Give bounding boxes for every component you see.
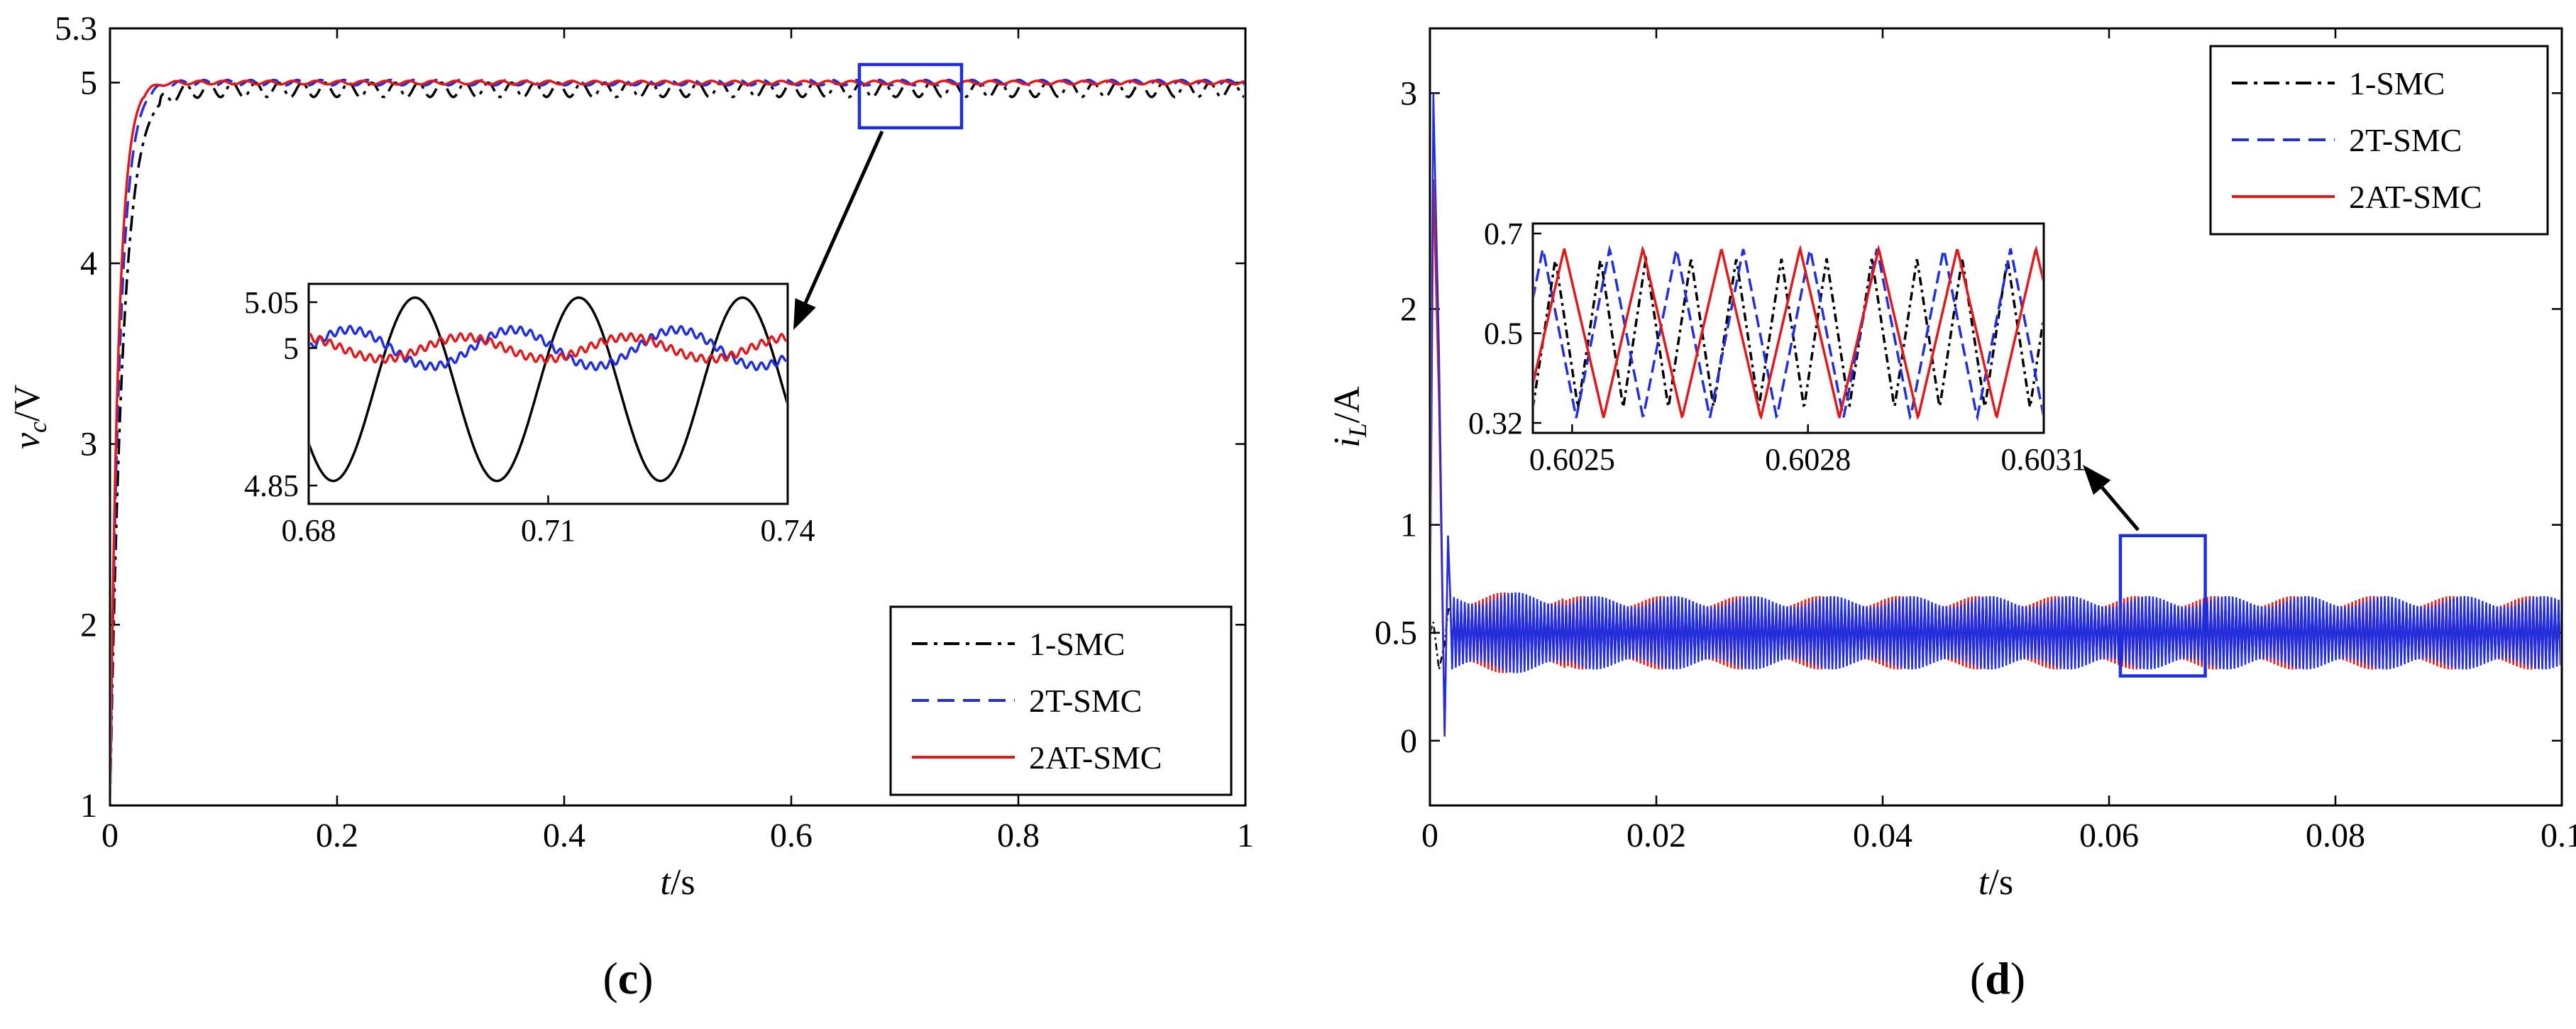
y-tick-label: 0.5 — [1375, 615, 1417, 652]
y-axis-label-var: i — [1327, 437, 1367, 447]
legend-label: 2AT-SMC — [1029, 739, 1162, 776]
y-axis-label-unit: /V — [7, 385, 48, 422]
y-tick-label: 4 — [80, 245, 97, 282]
zoom-arrow — [803, 131, 884, 304]
panel-caption: (c) — [602, 953, 653, 1003]
x-axis-label-unit: /s — [1988, 862, 2013, 903]
y-tick-label: 5 — [80, 64, 97, 101]
plot-area — [1431, 93, 2560, 737]
series-line-2at-smc — [111, 79, 1244, 792]
x-axis-label-var: t — [1978, 862, 1990, 903]
panel-d-chart: 0 0.02 0.04 0.06 0.08 0.1 0 0.5 1 2 3 t/s iL/A 0.6025… — [1327, 27, 2576, 1003]
y-tick-label: 2 — [1400, 290, 1417, 328]
inset-y-tick-label: 0.5 — [1484, 317, 1523, 351]
inset-series-line-2at-smc — [1534, 244, 2042, 420]
y-axis-label-sub: c — [23, 422, 52, 433]
x-tick-label: 0 — [1421, 817, 1438, 854]
x-axis-label: t/s — [1978, 862, 2013, 903]
x-axis-label-unit: /s — [671, 862, 695, 903]
y-tick-label: 2 — [80, 606, 97, 644]
y-axis-label: vc/V — [7, 385, 52, 449]
inset-y-tick-label: 0.32 — [1468, 406, 1523, 441]
legend-label: 2T-SMC — [2349, 122, 2462, 158]
inset-x-tick-label: 0.68 — [282, 513, 336, 548]
inset-y-tick-label: 5.05 — [244, 285, 299, 320]
inset-y-tick-label: 0.7 — [1484, 216, 1523, 251]
plot-frame — [109, 27, 1247, 807]
inset-x-tick-label: 0.6028 — [1765, 442, 1851, 477]
x-tick-label: 1 — [1237, 817, 1254, 854]
x-tick-label: 0.6 — [770, 817, 813, 854]
x-axis-label: t/s — [660, 862, 695, 903]
x-tick-label: 0 — [101, 817, 119, 854]
series-line-1-smc — [111, 81, 1244, 796]
y-axis-label-var: v — [7, 432, 48, 449]
x-tick-label: 0.4 — [543, 817, 585, 854]
x-tick-label: 0.1 — [2541, 817, 2576, 854]
zoom-box — [857, 62, 964, 130]
zoom-box — [2118, 534, 2207, 678]
series-line-2t-smc — [1431, 93, 2560, 737]
y-tick-label: 1 — [1400, 507, 1417, 544]
y-axis-label-sub: L — [1343, 423, 1372, 438]
inset-series-line-2at-smc — [310, 331, 786, 365]
zoom-arrow-head — [2083, 465, 2111, 495]
inset-frame — [307, 282, 789, 505]
inset-series-line-2t-smc — [310, 324, 786, 372]
inset-y-tick-label: 5 — [283, 331, 299, 365]
x-tick-label: 0.8 — [997, 817, 1040, 854]
y-axis-label-unit: /A — [1327, 386, 1367, 423]
caption-letter: d — [1985, 953, 2010, 1003]
caption-letter: c — [618, 953, 638, 1003]
caption-paren-close: ) — [2010, 953, 2025, 1003]
inset-x-tick-label: 0.6031 — [2001, 442, 2087, 477]
caption-paren-close: ) — [638, 953, 653, 1003]
x-tick-label: 0.06 — [2079, 817, 2139, 854]
x-axis-label-var: t — [660, 862, 671, 903]
y-tick-label: 5.3 — [55, 10, 97, 48]
inset-series-line-2t-smc — [1534, 244, 2042, 422]
y-tick-label: 3 — [1400, 75, 1417, 112]
legend-label: 1-SMC — [2349, 65, 2445, 101]
zoom-arrow — [2101, 486, 2140, 532]
inset-x-tick-label: 0.74 — [761, 513, 815, 548]
inset-x-tick-label: 0.71 — [521, 513, 576, 548]
inset-plot-area — [1534, 244, 2042, 422]
caption-paren-open: ( — [602, 953, 617, 1003]
panel-caption: (d) — [1970, 953, 2025, 1003]
plot-frame — [1429, 27, 2563, 807]
caption-paren-open: ( — [1970, 953, 1985, 1003]
x-tick-label: 0.04 — [1853, 817, 1912, 854]
zoom-arrow-head — [793, 298, 816, 330]
x-tick-label: 0.02 — [1626, 817, 1686, 854]
x-tick-label: 0.08 — [2306, 817, 2365, 854]
inset-series-line-1-smc — [310, 296, 786, 483]
x-tick-label: 0.2 — [316, 817, 358, 854]
inset-x-tick-label: 0.6025 — [1529, 442, 1615, 477]
inset-series-line-1-smc — [1534, 255, 2042, 412]
legend-label: 2AT-SMC — [2349, 179, 2482, 215]
y-tick-label: 0 — [1400, 722, 1417, 760]
inset-plot-area — [310, 296, 786, 483]
y-axis-label: iL/A — [1327, 386, 1372, 448]
inset-y-tick-label: 4.85 — [244, 468, 299, 503]
y-tick-label: 1 — [80, 787, 97, 825]
plot-area — [111, 78, 1244, 796]
y-tick-label: 3 — [80, 426, 97, 463]
legend-label: 1-SMC — [1029, 626, 1125, 662]
legend-label: 2T-SMC — [1029, 683, 1142, 719]
